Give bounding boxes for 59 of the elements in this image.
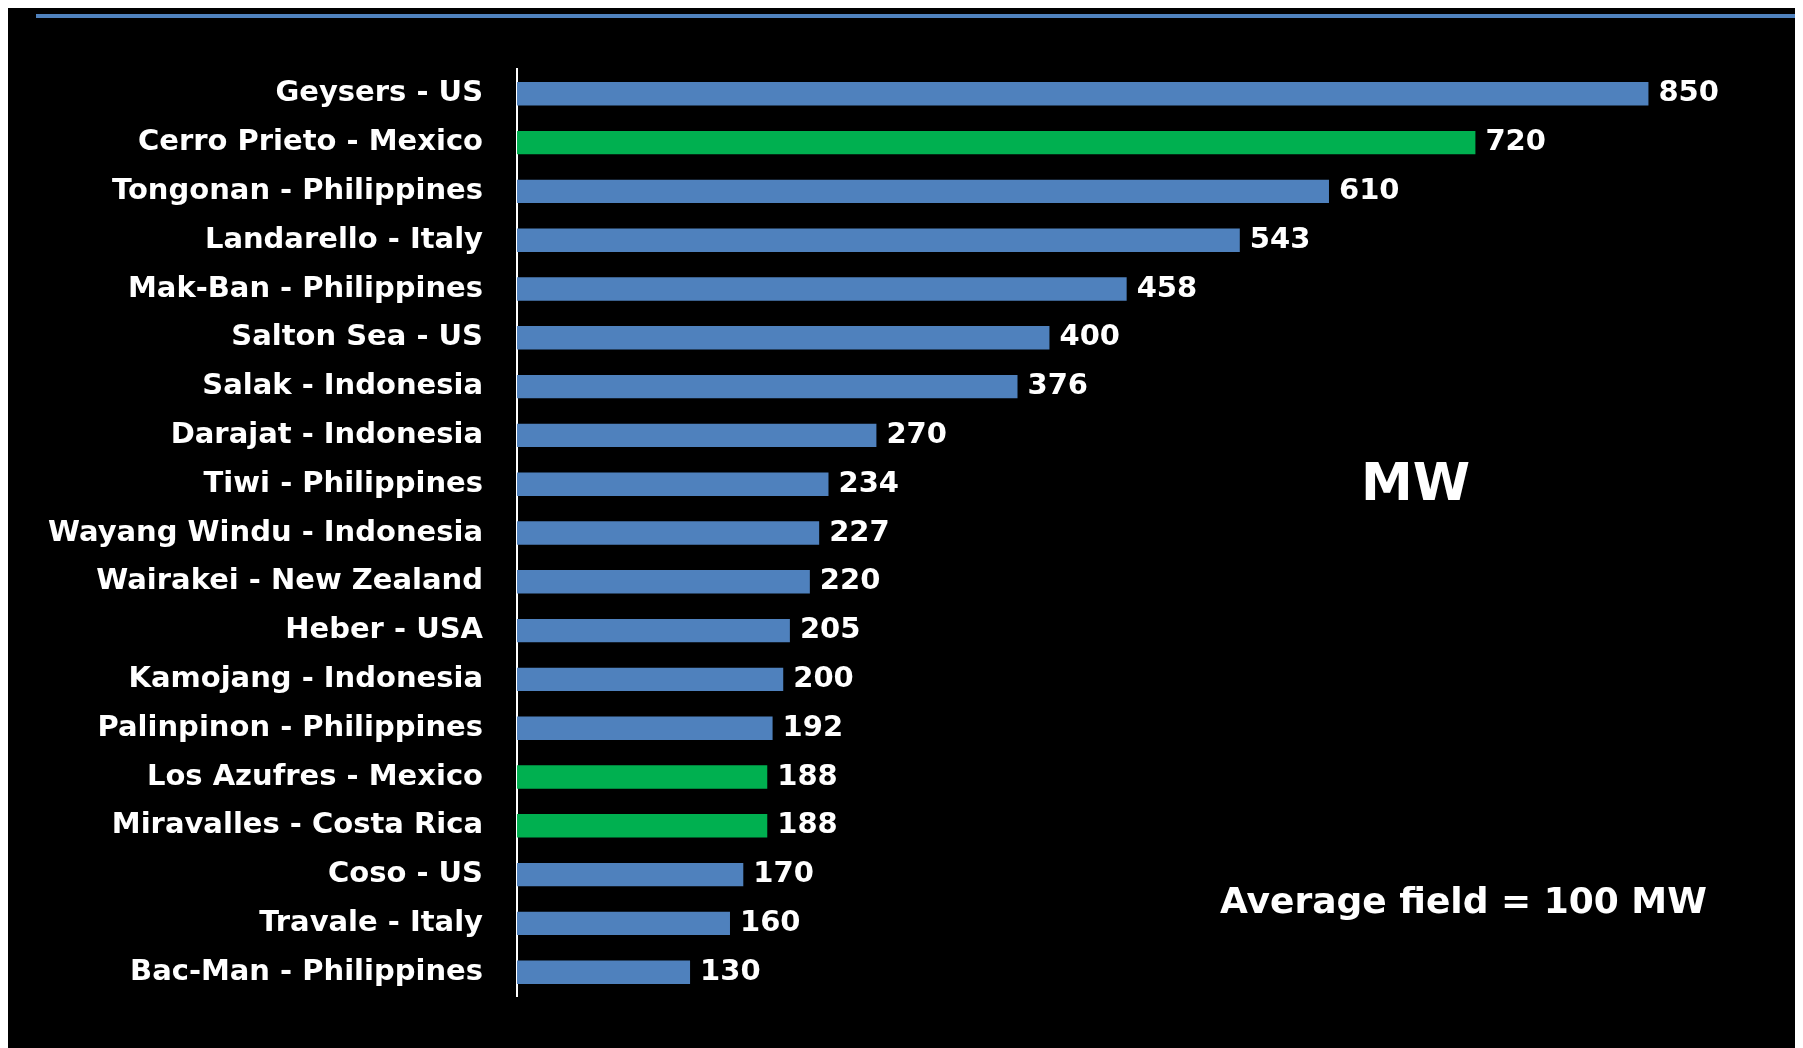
- bar: [517, 472, 829, 496]
- y-tick-label: Coso - US: [327, 855, 484, 890]
- bar: [517, 618, 790, 643]
- y-tick-label: Los Azufres - Mexico: [146, 757, 484, 792]
- y-tick-label: Tiwi - Philippines: [203, 464, 484, 499]
- bar: [517, 326, 1050, 350]
- y-tick-label: Palinpinon - Philippines: [97, 708, 484, 743]
- bar: [517, 374, 1018, 399]
- bar: [517, 277, 1127, 301]
- bar: [517, 423, 877, 448]
- data-label: 376: [1027, 367, 1089, 402]
- data-label: 188: [777, 806, 838, 841]
- data-label: 850: [1658, 74, 1719, 109]
- y-tick-label: Cerro Prieto - Mexico: [137, 123, 484, 158]
- y-tick-label: Darajat - Indonesia: [170, 415, 484, 450]
- data-label: 220: [819, 562, 881, 597]
- data-label: 610: [1338, 171, 1400, 206]
- bar: [517, 667, 784, 692]
- data-label: 192: [782, 708, 844, 743]
- data-label: 170: [753, 855, 814, 890]
- annotation: MW: [1360, 452, 1471, 513]
- y-tick-label: Kamojang - Indonesia: [128, 659, 484, 694]
- bar: [517, 570, 810, 594]
- bar: [517, 228, 1240, 252]
- bar: [517, 765, 768, 789]
- y-tick-label: Geysers - US: [275, 74, 484, 109]
- data-label: 720: [1485, 123, 1546, 158]
- y-tick-label: Wairakei - New Zealand: [96, 562, 484, 597]
- data-label: 270: [886, 415, 947, 450]
- bar: [517, 130, 1476, 155]
- data-label: 227: [829, 513, 890, 548]
- data-label: 205: [799, 611, 861, 646]
- data-label: 130: [700, 952, 761, 987]
- bar: [517, 911, 730, 936]
- y-tick-label: Tongonan - Philippines: [111, 171, 484, 206]
- y-tick-label: Miravalles - Costa Rica: [111, 806, 484, 841]
- data-label: 234: [838, 464, 900, 499]
- bar: [517, 862, 744, 887]
- data-label: 458: [1136, 269, 1198, 304]
- annotation: Average field = 100 MW: [1219, 880, 1707, 922]
- bar: [517, 179, 1329, 204]
- bar: [517, 521, 820, 545]
- bar: [517, 82, 1649, 106]
- bar: [517, 814, 768, 838]
- y-tick-label: Salak - Indonesia: [202, 367, 484, 402]
- y-tick-label: Wayang Windu - Indonesia: [48, 513, 484, 548]
- y-tick-label: Landarello - Italy: [204, 220, 484, 255]
- bar: [517, 960, 691, 984]
- data-label: 160: [739, 903, 801, 938]
- data-label: 400: [1059, 318, 1120, 353]
- data-label: 543: [1249, 220, 1311, 255]
- data-label: 200: [793, 659, 854, 694]
- y-tick-label: Mak-Ban - Philippines: [127, 269, 484, 304]
- y-tick-label: Travale - Italy: [259, 903, 484, 938]
- data-label: 188: [777, 757, 838, 792]
- y-tick-label: Heber - USA: [285, 611, 484, 646]
- bar: [517, 716, 773, 740]
- y-tick-label: Salton Sea - US: [231, 318, 484, 353]
- y-tick-label: Bac-Man - Philippines: [130, 952, 484, 987]
